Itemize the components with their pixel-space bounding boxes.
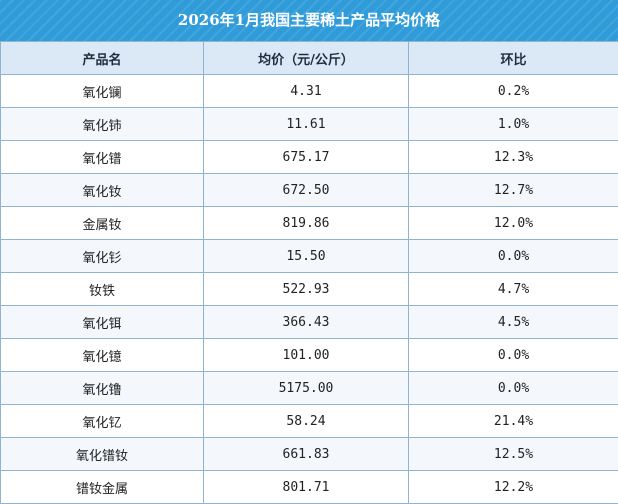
price-cell: 661.83 [203,437,409,471]
table-row: 氧化镨钕 661.83 12.5% [0,437,618,471]
table-row: 钕铁 522.93 4.7% [0,272,618,306]
product-name-cell: 钕铁 [0,272,204,306]
header-row: 产品名 均价（元/公斤） 环比 [0,41,618,75]
product-name-cell: 氧化钐 [0,239,204,273]
table-row: 氧化钇 58.24 21.4% [0,404,618,438]
price-cell: 672.50 [203,173,409,207]
product-name-cell: 氧化镨 [0,140,204,174]
table-row: 氧化铈 11.61 1.0% [0,107,618,141]
table-row: 氧化镧 4.31 0.2% [0,74,618,108]
product-name-cell: 镨钕金属 [0,470,204,504]
price-cell: 5175.00 [203,371,409,405]
change-cell: 21.4% [408,404,618,438]
price-cell: 675.17 [203,140,409,174]
table-row: 氧化铒 366.43 4.5% [0,305,618,339]
price-cell: 522.93 [203,272,409,306]
price-cell: 801.71 [203,470,409,504]
price-cell: 11.61 [203,107,409,141]
table-row: 镨钕金属 801.71 12.2% [0,470,618,504]
product-name-cell: 氧化钇 [0,404,204,438]
change-cell: 0.0% [408,239,618,273]
price-cell: 4.31 [203,74,409,108]
price-table: 产品名 均价（元/公斤） 环比 氧化镧 4.31 0.2% 氧化铈 11.61 … [0,41,618,504]
product-name-cell: 氧化镧 [0,74,204,108]
table-row: 氧化钐 15.50 0.0% [0,239,618,273]
product-name-cell: 金属钕 [0,206,204,240]
product-name-cell: 氧化镨钕 [0,437,204,471]
header-average-price: 均价（元/公斤） [203,41,409,75]
price-cell: 101.00 [203,338,409,372]
change-cell: 12.7% [408,173,618,207]
table-row: 氧化镨 675.17 12.3% [0,140,618,174]
product-name-cell: 氧化镱 [0,338,204,372]
change-cell: 1.0% [408,107,618,141]
product-name-cell: 氧化镥 [0,371,204,405]
table-row: 金属钕 819.86 12.0% [0,206,618,240]
product-name-cell: 氧化铈 [0,107,204,141]
change-cell: 12.3% [408,140,618,174]
change-cell: 12.0% [408,206,618,240]
price-cell: 366.43 [203,305,409,339]
change-cell: 0.0% [408,371,618,405]
change-cell: 0.0% [408,338,618,372]
table-row: 氧化钕 672.50 12.7% [0,173,618,207]
change-cell: 0.2% [408,74,618,108]
header-month-over-month: 环比 [408,41,618,75]
change-cell: 4.7% [408,272,618,306]
table-row: 氧化镥 5175.00 0.0% [0,371,618,405]
change-cell: 12.2% [408,470,618,504]
table-row: 氧化镱 101.00 0.0% [0,338,618,372]
price-cell: 819.86 [203,206,409,240]
product-name-cell: 氧化钕 [0,173,204,207]
change-cell: 12.5% [408,437,618,471]
product-name-cell: 氧化铒 [0,305,204,339]
change-cell: 4.5% [408,305,618,339]
table-title: 2026年1月我国主要稀土产品平均价格 [0,0,618,41]
price-cell: 15.50 [203,239,409,273]
price-cell: 58.24 [203,404,409,438]
header-product-name: 产品名 [0,41,204,75]
